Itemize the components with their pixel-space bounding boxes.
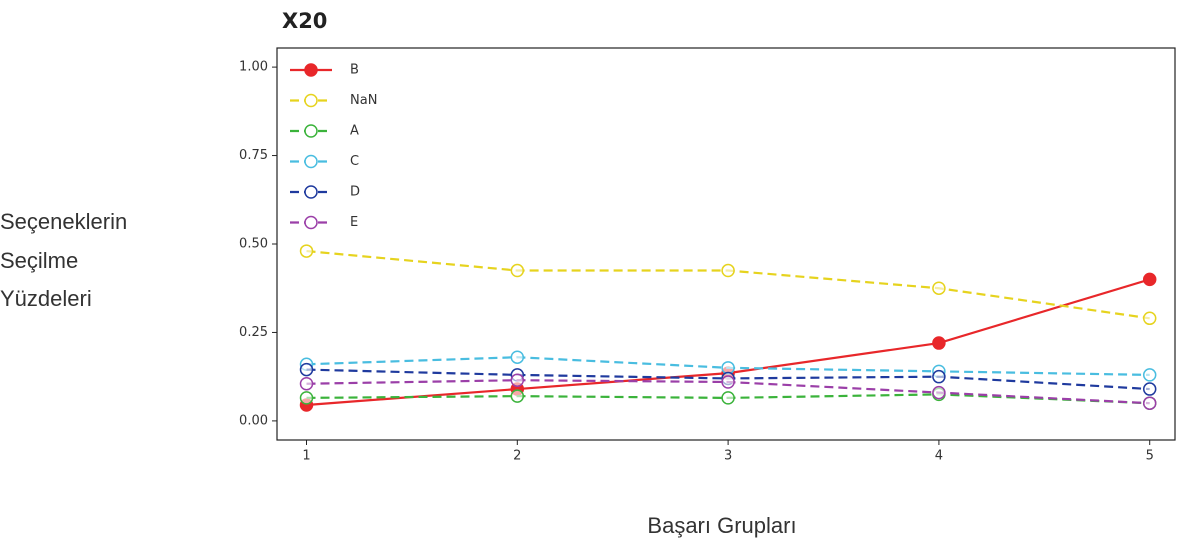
marker xyxy=(932,369,946,384)
y-tick-label: 1.00 xyxy=(239,60,268,75)
marker xyxy=(721,263,735,278)
y-tick-label: 0.00 xyxy=(239,413,268,428)
legend-marker xyxy=(304,124,318,138)
x-tick-label: 5 xyxy=(1146,449,1154,464)
x-tick-label: 2 xyxy=(513,449,521,464)
legend-marker xyxy=(304,215,318,230)
marker xyxy=(1142,311,1157,326)
y-tick-label: 0.50 xyxy=(239,237,268,252)
marker xyxy=(1142,382,1157,396)
chart-title: X20 xyxy=(282,9,327,33)
legend-label: A xyxy=(350,124,359,139)
y-tick-label: 0.75 xyxy=(239,148,268,163)
x-tick-label: 4 xyxy=(935,449,943,464)
legend-label: C xyxy=(350,154,359,169)
marker xyxy=(510,350,525,364)
marker xyxy=(299,244,314,258)
marker xyxy=(932,336,946,350)
y-axis-label: Yüzdeleri xyxy=(0,286,92,311)
x-tick-label: 3 xyxy=(724,449,732,464)
legend-label: B xyxy=(350,63,359,78)
marker xyxy=(1142,368,1157,382)
marker xyxy=(299,391,314,405)
series-line xyxy=(306,249,1150,320)
marker xyxy=(299,376,314,391)
marker xyxy=(721,375,735,389)
legend-marker xyxy=(304,154,318,169)
y-axis-label: Seçeneklerin xyxy=(0,209,127,234)
legend-marker xyxy=(304,185,318,199)
marker xyxy=(932,385,946,400)
marker xyxy=(510,389,525,403)
x-tick-label: 1 xyxy=(302,449,310,464)
legend-label: D xyxy=(350,185,360,200)
legend-marker xyxy=(304,93,318,108)
marker xyxy=(510,263,525,278)
marker xyxy=(510,373,525,387)
legend-label: E xyxy=(350,215,358,230)
marker xyxy=(1142,396,1157,410)
y-tick-label: 0.25 xyxy=(239,325,268,340)
marker xyxy=(932,281,946,295)
y-axis-label: Seçilme xyxy=(0,248,78,273)
marker xyxy=(1142,272,1157,287)
legend-label: NaN xyxy=(350,93,377,108)
x-axis-label: Başarı Grupları xyxy=(647,513,796,538)
marker xyxy=(299,362,314,377)
legend-marker xyxy=(304,63,318,77)
marker xyxy=(721,391,735,405)
